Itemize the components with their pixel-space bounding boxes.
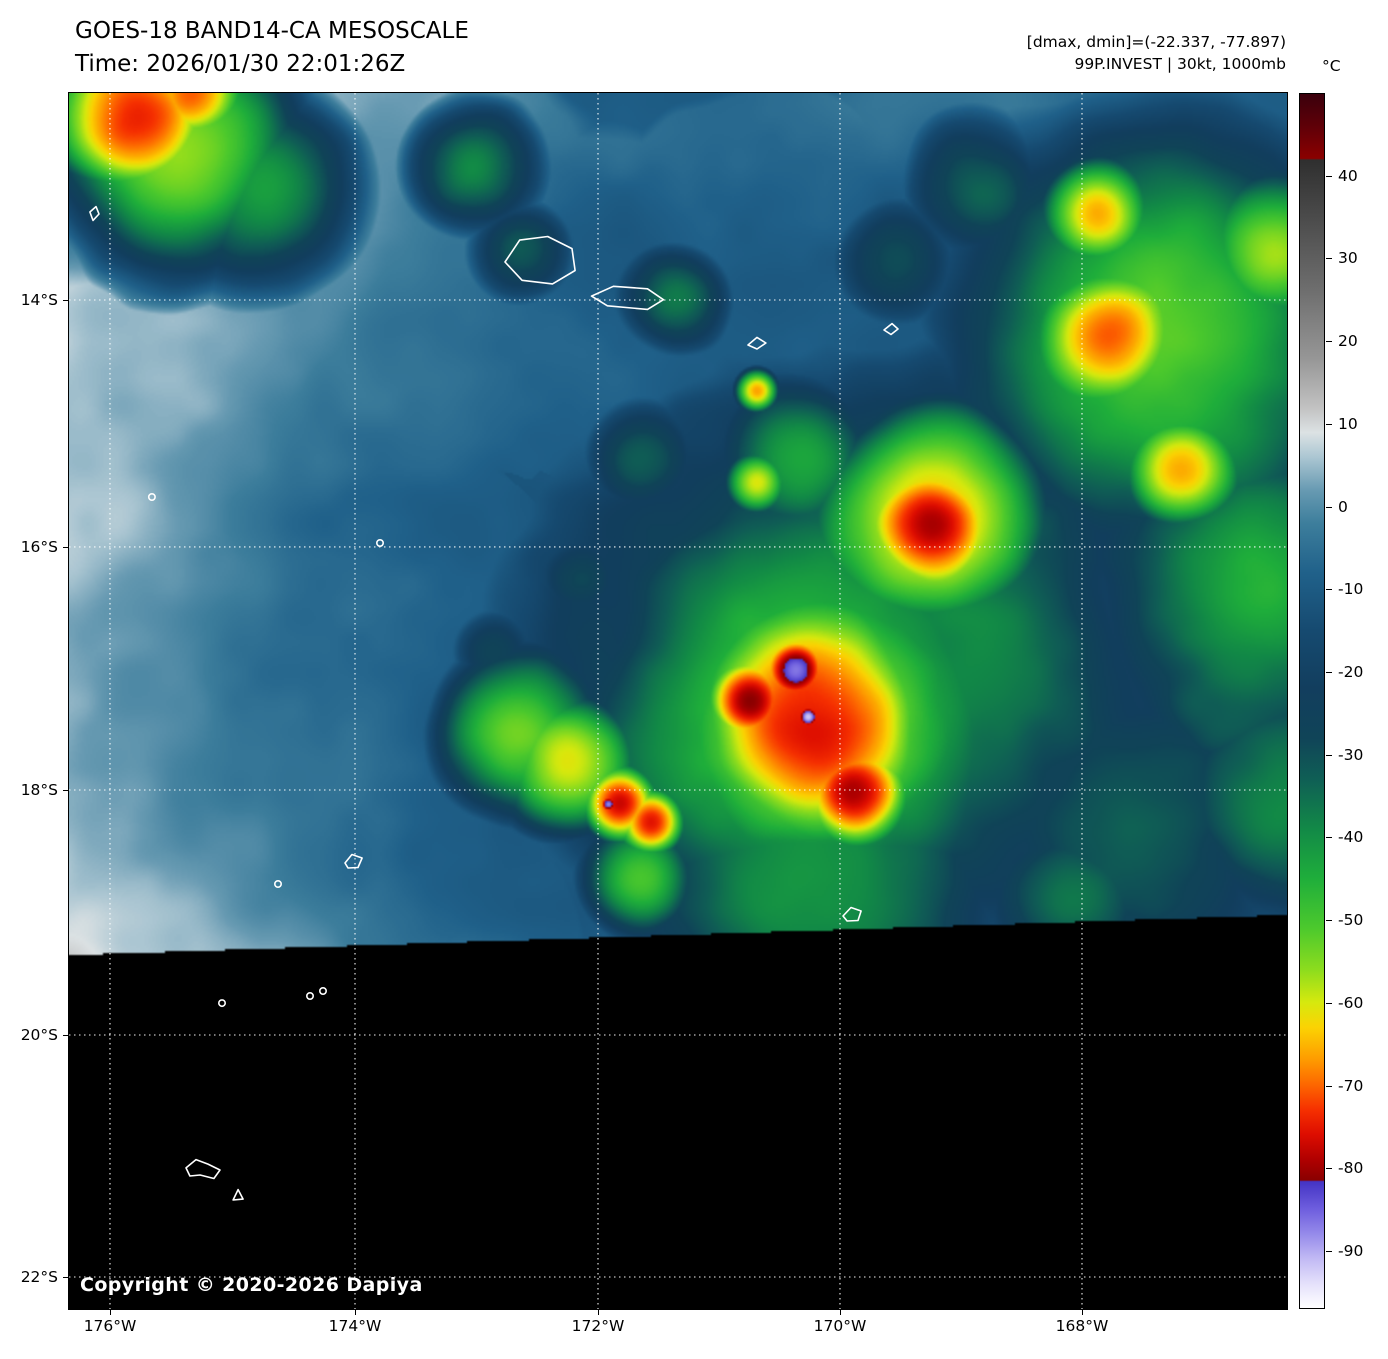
latitude-tick-label: 20°S [20, 1026, 58, 1045]
colorbar-tick-label: -90 [1338, 1242, 1364, 1261]
map-frame: Copyright © 2020-2026 Dapiya [68, 92, 1288, 1310]
dmax-dmin-readout: [dmax, dmin]=(-22.337, -77.897) [1026, 33, 1286, 51]
product-title: GOES-18 BAND14-CA MESOSCALE [75, 18, 469, 44]
coastline-outline [89, 205, 100, 222]
coastline-outline [590, 285, 665, 311]
longitude-tick-mark [354, 1309, 356, 1315]
coastline-outline [842, 906, 862, 922]
header-readouts: [dmax, dmin]=(-22.337, -77.897) 99P.INVE… [1027, 31, 1286, 75]
copyright-watermark: Copyright © 2020-2026 Dapiya [80, 1274, 423, 1296]
colorbar-tick-mark [1326, 341, 1332, 343]
coastline-outline [344, 853, 363, 869]
storm-status-readout: 99P.INVEST | 30kt, 1000mb [1074, 55, 1286, 73]
latitude-tick-mark [63, 1035, 69, 1037]
colorbar-tick-mark [1326, 1002, 1332, 1004]
islet-coastline [218, 999, 227, 1008]
coastline-outline [883, 322, 899, 336]
islet-coastline [274, 879, 283, 888]
colorbar-tick-label: -30 [1338, 745, 1364, 764]
latitude-tick-mark [63, 1277, 69, 1279]
longitude-tick-label: 176°W [83, 1317, 137, 1335]
colorbar-tick-mark [1326, 672, 1332, 674]
latitude-tick-label: 14°S [20, 290, 58, 309]
colorbar-tick-mark [1326, 423, 1332, 425]
longitude-tick-mark [110, 1309, 112, 1315]
latitude-tick-label: 18°S [20, 781, 58, 799]
colorbar-tick-mark [1326, 506, 1332, 508]
colorbar-tick-mark [1326, 754, 1332, 756]
longitude-tick-label: 168°W [1055, 1317, 1109, 1335]
product-timestamp: Time: 2026/01/30 22:01:26Z [75, 51, 406, 77]
colorbar-tick-label: 40 [1338, 166, 1358, 185]
latitude-tick-mark [63, 790, 69, 791]
coastline-outline [747, 336, 767, 350]
longitude-tick-mark [1082, 1309, 1083, 1315]
latitude-tick-mark [63, 546, 69, 548]
colorbar-tick-mark [1326, 1251, 1332, 1253]
islet-coastline [147, 492, 156, 501]
colorbar-tick-mark [1326, 175, 1332, 177]
colorbar-tick-label: -10 [1338, 580, 1364, 599]
colorbar-tick-label: 10 [1338, 414, 1358, 433]
colorbar-tick-label: -60 [1338, 993, 1364, 1012]
satellite-imagery [69, 93, 1287, 1309]
colorbar-tick-mark [1326, 589, 1332, 591]
longitude-tick-label: 170°W [813, 1317, 867, 1335]
latitude-tick-mark [63, 299, 69, 301]
colorbar-tick-label: 20 [1338, 332, 1358, 351]
latitude-tick-label: 22°S [20, 1268, 58, 1287]
colorbar-tick-mark [1326, 1085, 1332, 1087]
coastline-outline [185, 1158, 221, 1180]
map-overlay [69, 93, 1287, 1309]
colorbar-tick-mark [1326, 837, 1332, 839]
colorbar-tick-label: 0 [1338, 497, 1348, 516]
coastline-outline [232, 1188, 244, 1201]
colorbar-tick-mark [1326, 258, 1332, 260]
longitude-tick-mark [597, 1309, 599, 1315]
colorbar-tick-label: -40 [1338, 828, 1364, 847]
longitude-tick-label: 172°W [571, 1317, 625, 1335]
colorbar [1299, 93, 1325, 1309]
colorbar-tick-label: -80 [1338, 1159, 1364, 1178]
colorbar-tick-label: -70 [1338, 1076, 1364, 1095]
latitude-tick-label: 16°S [20, 537, 58, 556]
colorbar-tick-label: 30 [1338, 249, 1358, 268]
longitude-tick-mark [839, 1309, 841, 1315]
longitude-axis: 176°W 174°W 172°W 170°W 168°W [69, 1309, 1287, 1342]
coastline-outline [504, 235, 576, 285]
colorbar-tick-label: -20 [1338, 663, 1364, 682]
colorbar-tick-label: -50 [1338, 911, 1364, 930]
islet-coastline [319, 986, 328, 995]
colorbar-tick-mark [1326, 920, 1332, 922]
latitude-axis: 14°S 16°S 18°S 20°S 22°S [0, 93, 69, 1309]
colorbar-tick-mark [1326, 1168, 1332, 1170]
islet-coastline [375, 538, 384, 547]
longitude-tick-label: 174°W [328, 1317, 382, 1335]
colorbar-unit-label: °C [1322, 57, 1341, 75]
islet-coastline [306, 991, 315, 1000]
colorbar-gradient [1300, 94, 1324, 1308]
